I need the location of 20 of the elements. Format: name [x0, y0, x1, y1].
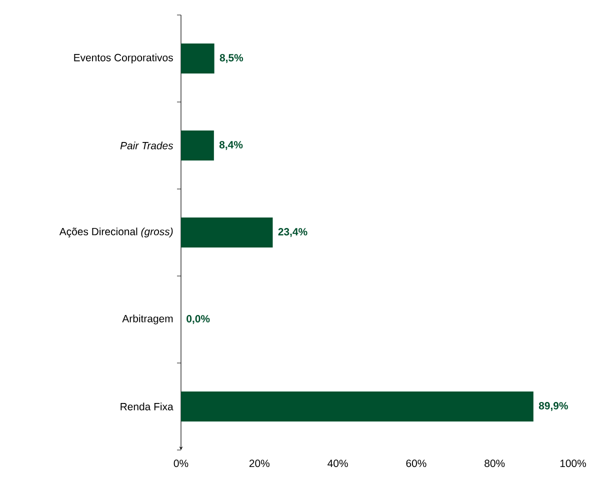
data-label: 8,5% — [220, 54, 244, 63]
x-tick-label: 20% — [249, 460, 270, 468]
bar — [181, 44, 214, 74]
y-tick-label: Eventos Corporativos — [74, 54, 173, 64]
data-label: 0,0% — [186, 315, 210, 324]
y-tick-label: Pair Trades — [120, 142, 174, 150]
data-label: 8,4% — [219, 141, 243, 150]
y-tick-label: Arbitragem — [122, 314, 173, 324]
x-tick-label: 60% — [406, 460, 426, 468]
x-tick-label: 100% — [560, 460, 586, 468]
y-tick-label: Ações Direcional (gross) — [59, 228, 173, 238]
bar — [181, 130, 214, 161]
bar — [181, 392, 534, 422]
x-tick-label: 0% — [174, 460, 188, 468]
x-tick-label: 40% — [328, 460, 348, 468]
x-tick-label: 80% — [484, 460, 505, 468]
y-tick-label: Renda Fixa — [120, 402, 174, 410]
data-label: 89,9% — [538, 402, 568, 411]
bar — [181, 218, 273, 248]
data-label: 23,4% — [278, 228, 308, 237]
